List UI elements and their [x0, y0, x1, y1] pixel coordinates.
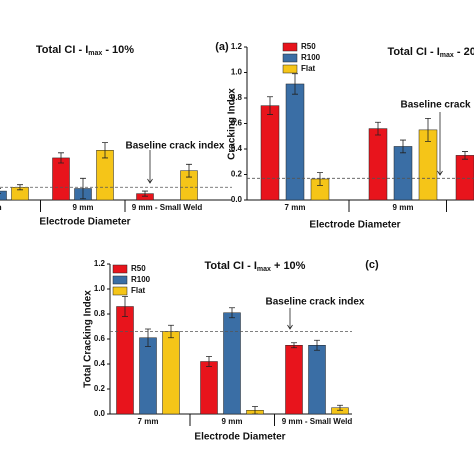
legend-label: Flat [131, 286, 146, 295]
x-axis-label: Electrode Diameter [309, 220, 400, 231]
error-bar [142, 190, 148, 197]
legend-swatch [112, 264, 128, 274]
x-tick-label: 9 mm [393, 203, 414, 212]
y-tick-label: 0.0 [94, 409, 106, 418]
bar [200, 361, 218, 415]
title-part: Total CI - I [36, 44, 88, 56]
title-part: max [257, 266, 271, 273]
baseline-arrow [287, 308, 293, 330]
error-bar [80, 177, 86, 200]
bar [393, 146, 413, 201]
y-tick-label: 0.2 [231, 170, 243, 179]
bar [162, 331, 180, 415]
bar [52, 157, 70, 201]
baseline-label: Baseline crack index [401, 100, 474, 111]
error-bar [102, 142, 108, 159]
x-axis-label: Electrode Diameter [39, 217, 130, 228]
y-tick-label: 0.4 [231, 144, 243, 153]
error-bar [337, 404, 343, 411]
error-bar [122, 296, 128, 317]
y-tick-label: 0.2 [94, 384, 106, 393]
x-tick-label: 7 mm [285, 203, 306, 212]
error-bar [317, 172, 323, 186]
y-tick-label: 0.8 [231, 93, 243, 102]
error-bar [291, 342, 297, 349]
panel-label: (c) [365, 259, 379, 271]
bar [116, 306, 134, 415]
panel: m 9 mm 9 mm - Small Weld Baseline crack ind… [0, 44, 232, 228]
chart-title: Total CI - Imax - 10% [36, 44, 134, 57]
y-axis-label: Cracking Index [227, 88, 238, 160]
baseline-label: Baseline crack index [266, 297, 365, 308]
legend-label: R100 [301, 53, 321, 62]
y-tick-label: 1.2 [231, 42, 243, 51]
error-bar [462, 151, 468, 160]
baseline-arrow [147, 150, 153, 184]
baseline-arrow [437, 112, 443, 176]
error-bar [145, 328, 151, 347]
title-part: - 10% [102, 44, 134, 56]
error-bar [314, 339, 320, 351]
title-part: + 10% [271, 260, 306, 272]
bar [368, 128, 388, 201]
x-axis-label: Electrode Diameter [194, 432, 285, 443]
chart-title: Total CI - Imax - 200 A [387, 46, 474, 59]
baseline-label: Baseline crack index [126, 141, 225, 152]
x-tick-label: 9 mm [222, 417, 243, 426]
y-tick-label: 1.0 [231, 68, 243, 77]
legend-label: R100 [131, 275, 151, 284]
y-axis-label: Total Cracking Index [83, 290, 94, 388]
legend-swatch [112, 275, 128, 285]
panel: 0.0 0.2 0.4 0.6 0.8 1.0 1.2 7 mm 9 mm 9 mm - Smal… [83, 259, 379, 443]
error-bar [425, 118, 431, 142]
error-bar [400, 139, 406, 154]
error-bar [252, 406, 258, 415]
legend-swatch [282, 42, 298, 52]
bar [455, 155, 474, 201]
y-tick-label: 0.6 [94, 334, 106, 343]
legend-swatch [112, 286, 128, 296]
bar [285, 345, 303, 415]
error-bar [292, 73, 298, 95]
error-bar [375, 121, 381, 136]
y-tick-label: 0.4 [94, 359, 106, 368]
x-tick-label: 9 mm - Small Weld [132, 203, 203, 212]
panel: 0.00.20.40.60.81.01.27 mm9 mm9 mBaseline… [215, 41, 474, 231]
error-bar [229, 307, 235, 319]
x-tick-label: 9 mm - Small Weld [282, 417, 353, 426]
bar [308, 345, 326, 415]
bar [260, 105, 280, 201]
legend-swatch [282, 64, 298, 74]
title-part: max [88, 50, 102, 57]
bar [223, 312, 241, 415]
bar [139, 337, 157, 415]
error-bar [267, 96, 273, 115]
legend-label: Flat [301, 64, 316, 73]
y-tick-label: 1.2 [94, 259, 106, 268]
error-bar [206, 356, 212, 367]
y-tick-label: 0.0 [231, 195, 243, 204]
x-tick-label: m [0, 203, 2, 212]
x-tick-label: 9 mm [73, 203, 94, 212]
bar [0, 190, 7, 201]
chart-title: Total CI - Imax + 10% [205, 260, 306, 273]
legend-label: R50 [131, 264, 146, 273]
error-bar [58, 152, 64, 164]
legend-swatch [282, 53, 298, 63]
y-tick-label: 0.6 [231, 119, 243, 128]
legend-label: R50 [301, 42, 316, 51]
y-tick-label: 1.0 [94, 284, 106, 293]
x-tick-label: 7 mm [138, 417, 159, 426]
y-tick-label: 0.8 [94, 309, 106, 318]
panel-label: (a) [215, 41, 229, 53]
title-part: Total CI - I [205, 260, 257, 272]
title-part: - 200 A [454, 46, 474, 58]
title-part: max [440, 52, 454, 59]
bar [285, 83, 305, 201]
title-part: Total CI - I [387, 46, 439, 58]
error-bar [186, 163, 192, 178]
